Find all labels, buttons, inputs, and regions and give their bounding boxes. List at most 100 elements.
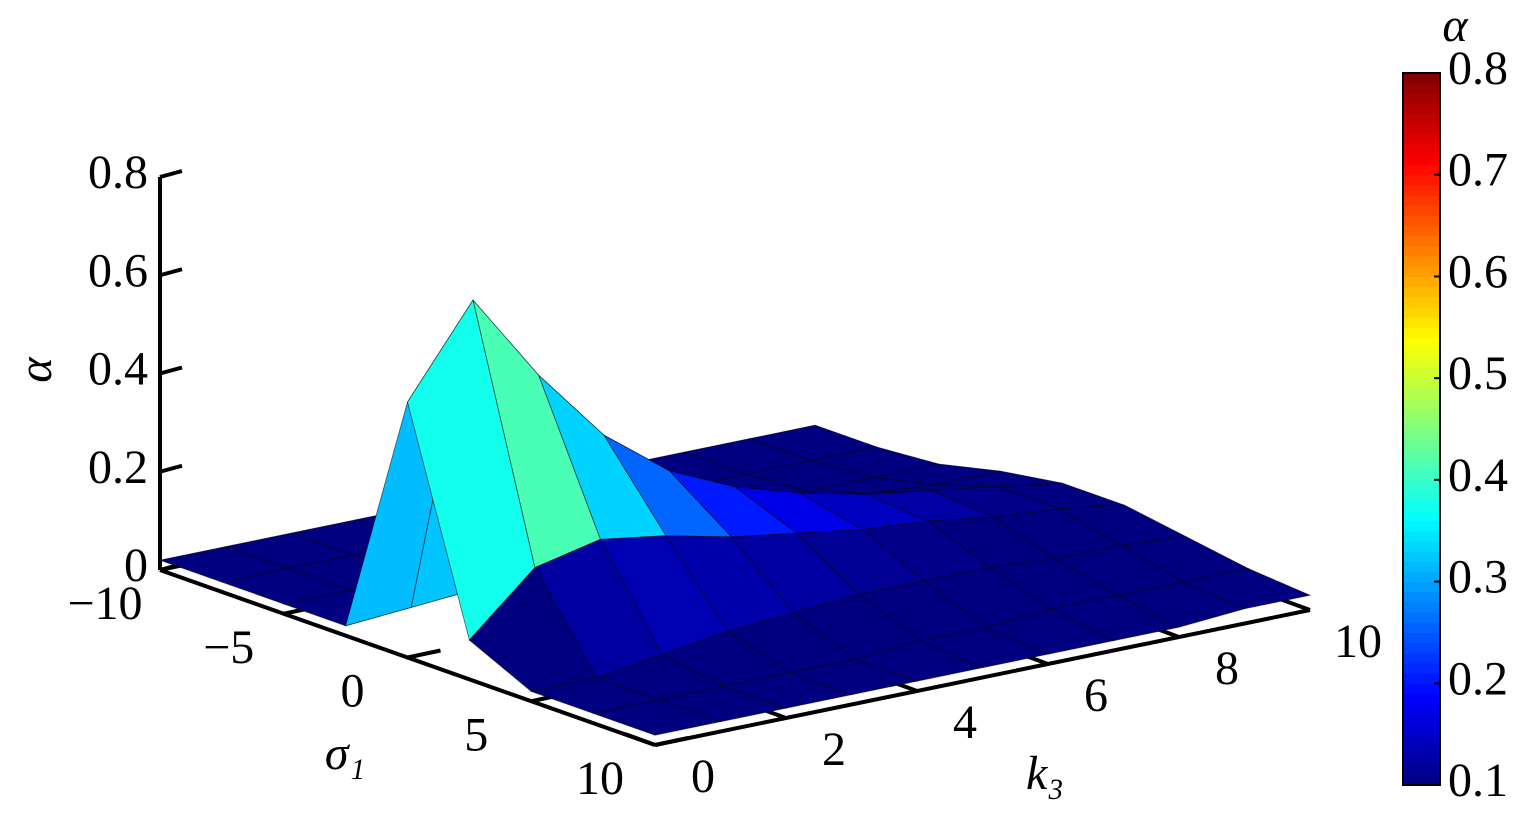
colorbar-strip [1403, 693, 1440, 705]
colorbar-strip [1403, 113, 1440, 125]
colorbar-strip [1403, 388, 1440, 399]
z-tick-label: 0 [124, 539, 148, 592]
colorbar-strip [1403, 357, 1440, 369]
colorbar-tick-label: 0.6 [1448, 245, 1508, 298]
z-tick-label: 0.2 [88, 441, 148, 494]
colorbar-strip [1403, 73, 1440, 84]
z-tick-label: 0.8 [88, 146, 148, 199]
x-tick-label: 6 [1084, 669, 1108, 722]
colorbar-strip [1403, 703, 1440, 715]
z-tick-label: 0.6 [88, 244, 148, 297]
colorbar-tick-label: 0.5 [1448, 347, 1508, 400]
z-tick [159, 463, 183, 474]
colorbar-strip [1403, 459, 1440, 471]
colorbar-strip [1403, 144, 1440, 155]
x-tick-label: 10 [1334, 615, 1382, 668]
colorbar-strip [1403, 723, 1440, 735]
colorbar-strip [1403, 347, 1440, 359]
colorbar-strip [1403, 439, 1440, 450]
colorbar-strip [1403, 561, 1440, 572]
colorbar-strip [1403, 327, 1440, 338]
colorbar-strip [1403, 398, 1440, 410]
colorbar-strip [1403, 490, 1440, 501]
y-tick-label: 10 [576, 752, 624, 805]
colorbar-strip [1403, 673, 1440, 684]
colorbar-strip [1403, 571, 1440, 583]
colorbar-strip [1403, 235, 1440, 247]
x-tick-label: 8 [1215, 642, 1239, 695]
z-tick [159, 169, 183, 179]
x-tick-label: 4 [953, 696, 977, 749]
colorbar-strip [1403, 642, 1440, 654]
y-tick-label: −10 [67, 577, 142, 630]
colorbar-strip [1403, 551, 1440, 562]
x-tick [1279, 597, 1311, 612]
colorbar-tick-label: 0.2 [1448, 652, 1508, 705]
colorbar-strip [1403, 530, 1440, 542]
z-tick-label: 0.4 [88, 343, 148, 396]
y-axis-label: σ₁ [325, 727, 365, 780]
colorbar-strip [1403, 103, 1440, 115]
colorbar-strip [1403, 134, 1440, 145]
colorbar-strip [1403, 764, 1440, 776]
colorbar-strip [1403, 429, 1440, 440]
colorbar-strip [1403, 652, 1440, 664]
colorbar-strip [1403, 215, 1440, 227]
colorbar-strip [1403, 612, 1440, 623]
x-tick-label: 0 [691, 750, 715, 803]
colorbar-strip [1403, 418, 1440, 430]
colorbar-tick-label: 0.7 [1448, 144, 1508, 197]
y-tick-label: −5 [203, 621, 254, 674]
colorbar-strip [1403, 520, 1440, 532]
colorbar-strip [1403, 205, 1440, 216]
colorbar-strip [1403, 195, 1440, 206]
colorbar-strip [1403, 734, 1440, 745]
y-tick [407, 648, 441, 660]
colorbar-frame [1402, 72, 1441, 786]
y-tick-label: 0 [341, 665, 365, 718]
y-tick [654, 736, 689, 747]
colorbar-strip [1403, 337, 1440, 349]
colorbar-strip [1403, 754, 1440, 766]
colorbar-strip [1403, 225, 1440, 237]
colorbar-strip [1403, 184, 1440, 196]
colorbar-strip [1403, 154, 1440, 166]
colorbar-strip [1403, 266, 1440, 277]
colorbar-strip [1403, 601, 1440, 613]
colorbar-strip [1403, 93, 1440, 105]
colorbar-strip [1403, 479, 1440, 491]
colorbar-strip [1403, 469, 1440, 481]
colorbar-strip [1403, 632, 1440, 644]
colorbar-strip [1403, 245, 1440, 257]
colorbar-strip [1403, 449, 1440, 461]
colorbar-strip [1403, 256, 1440, 267]
colorbar-strip [1403, 500, 1440, 511]
z-tick [159, 365, 183, 376]
colorbar-strip [1403, 378, 1440, 389]
colorbar-strip [1403, 296, 1440, 308]
colorbar-strip [1403, 317, 1440, 328]
colorbar-strip [1403, 174, 1440, 186]
colorbar-strip [1403, 774, 1440, 786]
z-axis-label: α [9, 357, 62, 383]
colorbar-strip [1403, 581, 1440, 593]
x-tick [624, 732, 656, 747]
colorbar-strip [1403, 83, 1440, 94]
colorbar-strip [1403, 662, 1440, 674]
colorbar-tick-label: 0.3 [1448, 551, 1508, 604]
colorbar-strip [1403, 540, 1440, 552]
surface-patch [591, 699, 722, 736]
colorbar-strip [1403, 408, 1440, 420]
colorbar-strip [1403, 744, 1440, 755]
colorbar-tick-label: 0.4 [1448, 449, 1508, 502]
colorbar-strip [1403, 306, 1440, 318]
colorbar-strip [1403, 164, 1440, 176]
colorbar-strip [1403, 276, 1440, 288]
colorbar-strip [1403, 591, 1440, 603]
colorbar-strip [1403, 367, 1440, 379]
colorbar-strip [1403, 622, 1440, 633]
colorbar-strip [1403, 123, 1440, 135]
colorbar-label: α [1442, 0, 1468, 52]
colorbar-strip [1403, 683, 1440, 694]
